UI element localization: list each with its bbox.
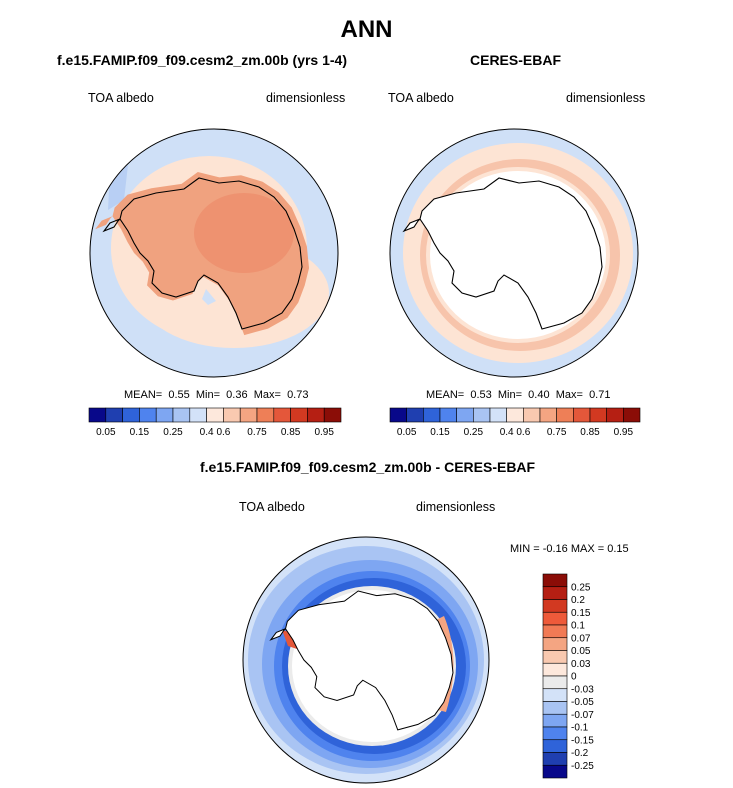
model-colorbar-swatch (223, 407, 241, 423)
model-colorbar-swatch (122, 407, 140, 423)
model-colorbar-swatch (155, 407, 174, 423)
model-colorbar-swatch (323, 407, 342, 423)
model-colorbar-swatch (139, 407, 157, 423)
diff-variable-label: TOA albedo (239, 500, 305, 514)
diff-colorbar-tick-label: -0.2 (571, 748, 589, 759)
diff-colorbar-tick-label: -0.1 (571, 723, 589, 734)
obs-colorbar-swatch (456, 407, 474, 423)
obs-colorbar-tick-label: 0.95 (614, 427, 634, 438)
model-colorbar-swatch (290, 407, 308, 423)
diff-colorbar: 0.25 0.2 0.15 0.10.07 0.05 0.03 0-0.03 -0.05 -0.… (542, 573, 594, 779)
obs-colorbar-swatch (523, 407, 541, 423)
obs-units-label: dimensionless (566, 91, 646, 105)
diff-colorbar-swatch (542, 764, 568, 779)
model-colorbar-tick-label: 0.25 (163, 427, 183, 438)
model-colorbar-swatch (88, 407, 107, 423)
diff-colorbar-tick-label: -0.07 (571, 710, 594, 721)
diff-colorbar-swatch (542, 726, 568, 741)
diff-colorbar-swatch (542, 611, 568, 626)
obs-colorbar-tick-label: 0.05 (397, 427, 417, 438)
model-map (90, 129, 338, 377)
diff-panel-title: f.e15.FAMIP.f09_f09.cesm2_zm.00b - CERES… (200, 459, 536, 475)
diff-colorbar-swatch (542, 701, 568, 715)
diff-colorbar-swatch (542, 650, 568, 664)
model-colorbar-swatch (239, 407, 258, 423)
obs-stats: MEAN= 0.53 Min= 0.40 Max= 0.71 (426, 389, 611, 401)
model-colorbar-swatch (172, 407, 191, 423)
obs-colorbar-swatch (539, 407, 557, 423)
obs-colorbar-tick-label: 0.85 (580, 427, 600, 438)
diff-colorbar-tick-label: 0.2 (571, 595, 585, 606)
diff-colorbar-tick-label: -0.05 (571, 697, 594, 708)
diff-colorbar-tick-label: 0.05 (571, 646, 591, 657)
model-variable-label: TOA albedo (88, 91, 154, 105)
diff-colorbar-swatch (542, 713, 568, 728)
diff-colorbar-tick-label: -0.15 (571, 735, 594, 746)
obs-colorbar-swatch (423, 407, 441, 423)
diff-colorbar-swatch (542, 599, 568, 613)
model-panel-title: f.e15.FAMIP.f09_f09.cesm2_zm.00b (yrs 1-… (57, 52, 348, 68)
diff-colorbar-swatch (542, 586, 568, 600)
model-colorbar-swatch (256, 407, 275, 423)
obs-variable-label: TOA albedo (388, 91, 454, 105)
model-colorbar: 0.05 0.15 0.25 0.4 0.6 0.75 0.85 0.95 (88, 407, 342, 438)
diff-colorbar-swatch (542, 624, 568, 639)
obs-colorbar-swatch (556, 407, 574, 423)
obs-colorbar-swatch (406, 407, 424, 423)
diff-minmax: MIN = -0.16 MAX = 0.15 (510, 543, 629, 555)
diff-colorbar-tick-label: 0.25 (571, 582, 591, 593)
diff-colorbar-tick-label: 0.15 (571, 608, 591, 619)
model-colorbar-swatch (206, 407, 224, 423)
main-title: ANN (340, 16, 393, 43)
model-colorbar-tick-label: 0.75 (247, 427, 267, 438)
diff-colorbar-tick-label: 0.1 (571, 621, 585, 632)
obs-colorbar-swatch (389, 407, 407, 423)
model-colorbar-swatch (273, 407, 291, 423)
obs-colorbar-tick-label: 0.25 (464, 427, 484, 438)
diff-colorbar-tick-label: 0.03 (571, 659, 591, 670)
model-stats: MEAN= 0.55 Min= 0.36 Max= 0.73 (124, 389, 309, 401)
model-colorbar-swatch (307, 407, 325, 423)
obs-colorbar-swatch (589, 407, 607, 423)
obs-colorbar-swatch (573, 407, 591, 423)
diff-colorbar-swatch (542, 573, 568, 588)
model-colorbar-tick-label: 0.6 (216, 427, 230, 438)
obs-colorbar: 0.05 0.15 0.25 0.4 0.6 0.75 0.85 0.95 (389, 407, 641, 438)
obs-map (390, 129, 638, 377)
obs-colorbar-tick-label: 0.15 (430, 427, 450, 438)
diff-colorbar-swatch (542, 662, 568, 677)
model-colorbar-tick-label: 0.15 (130, 427, 150, 438)
diff-map (243, 537, 489, 783)
obs-colorbar-tick-label: 0.75 (547, 427, 567, 438)
obs-colorbar-swatch (473, 407, 491, 423)
diff-colorbar-swatch (542, 752, 568, 766)
obs-colorbar-tick-label: 0.4 (500, 427, 514, 438)
obs-panel-title: CERES-EBAF (470, 52, 562, 68)
diff-colorbar-swatch (542, 688, 568, 702)
diff-units-label: dimensionless (416, 500, 496, 514)
obs-colorbar-swatch (623, 407, 641, 423)
diff-colorbar-tick-label: 0 (571, 672, 577, 683)
model-colorbar-tick-label: 0.05 (96, 427, 116, 438)
diff-colorbar-swatch (542, 637, 568, 651)
diff-colorbar-tick-label: -0.03 (571, 684, 594, 695)
diff-colorbar-tick-label: 0.07 (571, 633, 591, 644)
obs-colorbar-tick-label: 0.6 (516, 427, 530, 438)
obs-colorbar-swatch (606, 407, 624, 423)
model-colorbar-swatch (189, 407, 207, 423)
model-colorbar-swatch (105, 407, 123, 423)
obs-colorbar-swatch (506, 407, 524, 423)
model-colorbar-tick-label: 0.4 (200, 427, 214, 438)
diff-colorbar-swatch (542, 739, 568, 753)
model-colorbar-tick-label: 0.95 (314, 427, 334, 438)
diff-colorbar-swatch (542, 675, 568, 690)
model-colorbar-tick-label: 0.85 (281, 427, 301, 438)
obs-colorbar-swatch (439, 407, 457, 423)
model-units-label: dimensionless (266, 91, 346, 105)
obs-colorbar-swatch (489, 407, 507, 423)
diff-colorbar-tick-label: -0.25 (571, 761, 594, 772)
